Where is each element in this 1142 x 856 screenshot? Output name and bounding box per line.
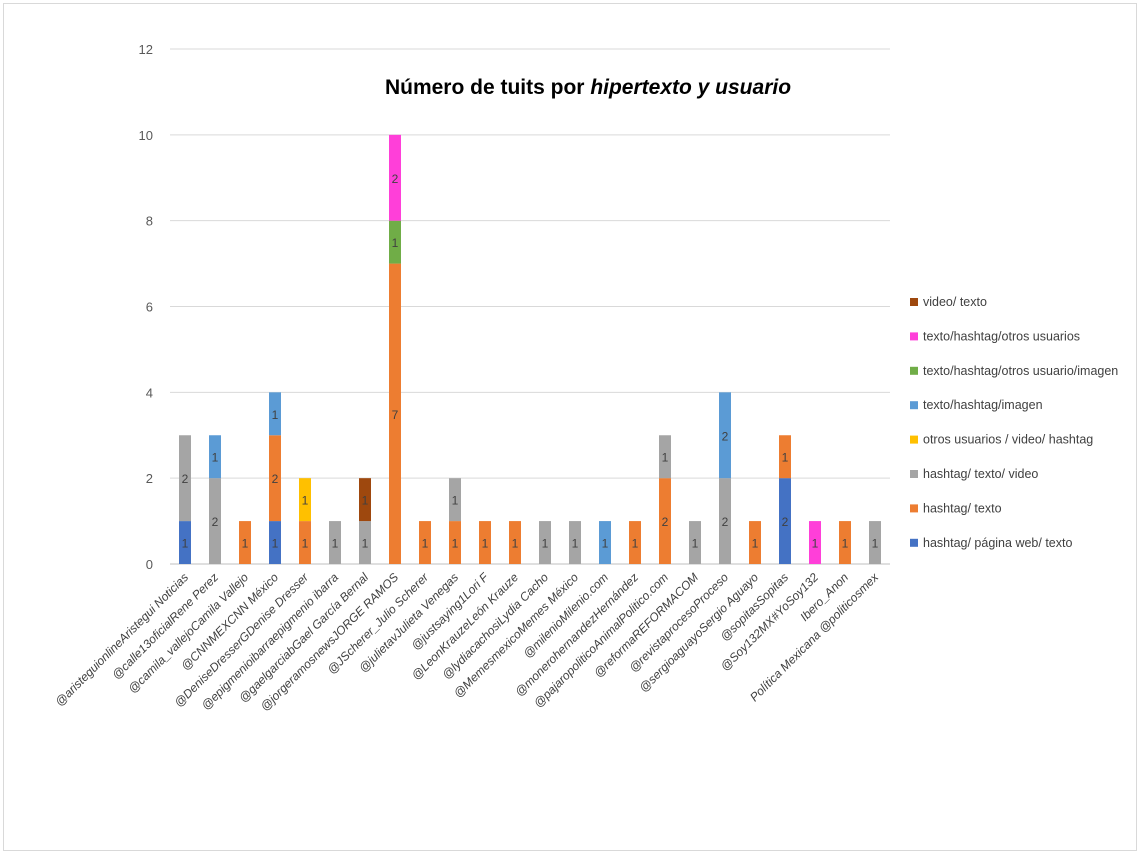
y-tick-label: 10 xyxy=(139,128,153,143)
bar-segment xyxy=(389,220,401,264)
data-label: 2 xyxy=(662,515,669,529)
data-label: 1 xyxy=(302,494,309,508)
legend-swatch xyxy=(910,298,918,306)
data-label: 1 xyxy=(572,537,579,551)
bar-segment xyxy=(269,392,281,436)
data-label: 7 xyxy=(392,408,399,422)
bar-segment xyxy=(839,521,851,564)
data-label: 2 xyxy=(212,515,219,529)
bar-segment xyxy=(179,521,191,564)
y-tick-label: 8 xyxy=(146,214,153,229)
data-label: 1 xyxy=(422,537,429,551)
legend-label: texto/hashtag/imagen xyxy=(923,398,1043,412)
legend-label: texto/hashtag/otros usuarios xyxy=(923,329,1080,343)
bar-segment xyxy=(239,521,251,564)
data-label: 1 xyxy=(362,494,369,508)
bar-segment xyxy=(749,521,761,564)
data-label: 1 xyxy=(362,537,369,551)
data-label: 2 xyxy=(722,515,729,529)
data-label: 1 xyxy=(272,537,279,551)
legend-label: video/ texto xyxy=(923,295,987,309)
legend-swatch xyxy=(910,332,918,341)
data-label: 2 xyxy=(272,472,279,486)
bar-segment xyxy=(449,478,461,522)
bar-segment xyxy=(299,521,311,564)
data-label: 1 xyxy=(182,537,189,551)
legend-swatch xyxy=(910,538,918,547)
y-tick-label: 6 xyxy=(146,300,153,315)
y-tick-label: 12 xyxy=(139,42,153,57)
bar-segment xyxy=(389,263,401,564)
legend-swatch xyxy=(910,470,918,478)
data-label: 1 xyxy=(512,537,519,551)
bar-segment xyxy=(269,435,281,522)
data-label: 1 xyxy=(242,537,249,551)
bar-segment xyxy=(419,521,431,564)
bar-segment xyxy=(809,521,821,564)
data-label: 1 xyxy=(662,451,669,465)
legend-label: otros usuarios / video/ hashtag xyxy=(923,433,1093,447)
bar-segment xyxy=(569,521,581,564)
data-label: 2 xyxy=(782,515,789,529)
bar-segment xyxy=(359,478,371,522)
data-label: 1 xyxy=(632,537,639,551)
bar-segment xyxy=(449,521,461,564)
bar-segment xyxy=(599,521,611,564)
data-label: 1 xyxy=(482,537,489,551)
bar-segment xyxy=(299,478,311,522)
data-label: 1 xyxy=(392,236,399,250)
bar-segment xyxy=(179,435,191,522)
bar-segment xyxy=(719,392,731,479)
legend-swatch xyxy=(910,504,918,513)
data-label: 1 xyxy=(212,451,219,465)
bar-segment xyxy=(689,521,701,564)
legend-label: texto/hashtag/otros usuario/imagen xyxy=(923,364,1118,378)
data-label: 1 xyxy=(332,537,339,551)
data-label: 1 xyxy=(272,408,279,422)
y-tick-label: 4 xyxy=(146,385,153,400)
bar-segment xyxy=(269,521,281,564)
data-label: 2 xyxy=(722,429,729,443)
legend-label: hashtag/ página web/ texto xyxy=(923,536,1072,550)
data-label: 1 xyxy=(812,537,819,551)
legend-swatch xyxy=(910,366,918,375)
data-label: 2 xyxy=(182,472,189,486)
data-label: 1 xyxy=(452,537,459,551)
bar-segment xyxy=(479,521,491,564)
bar-segment xyxy=(389,134,401,221)
bar-segment xyxy=(509,521,521,564)
data-label: 1 xyxy=(542,537,549,551)
data-label: 1 xyxy=(692,537,699,551)
data-label: 1 xyxy=(302,537,309,551)
bar-segment xyxy=(719,478,731,564)
data-label: 1 xyxy=(872,537,879,551)
bar-segment xyxy=(659,478,671,564)
data-label: 1 xyxy=(752,537,759,551)
legend-label: hashtag/ texto/ video xyxy=(923,467,1038,481)
bar-segment xyxy=(539,521,551,564)
y-tick-label: 0 xyxy=(146,557,153,572)
legend-label: hashtag/ texto xyxy=(923,501,1002,515)
legend-swatch xyxy=(910,401,918,410)
bar-segment xyxy=(209,435,221,479)
data-label: 2 xyxy=(392,172,399,186)
bar-segment xyxy=(659,435,671,479)
data-label: 1 xyxy=(602,537,609,551)
bar-segment xyxy=(329,521,341,564)
x-tick-label: @aristeguionlineAristegui Noticias xyxy=(52,570,191,709)
bar-segment xyxy=(629,521,641,564)
data-label: 1 xyxy=(452,494,459,508)
data-label: 1 xyxy=(842,537,849,551)
bar-segment xyxy=(779,478,791,564)
chart-title: Número de tuits por hipertexto y usuario xyxy=(385,76,791,99)
bar-segment xyxy=(209,478,221,564)
legend-swatch xyxy=(910,435,918,444)
bar-segment xyxy=(779,435,791,479)
bar-segment xyxy=(869,521,881,564)
y-tick-label: 2 xyxy=(146,471,153,486)
chart-area xyxy=(3,3,1137,851)
data-label: 1 xyxy=(782,451,789,465)
bar-segment xyxy=(359,521,371,564)
